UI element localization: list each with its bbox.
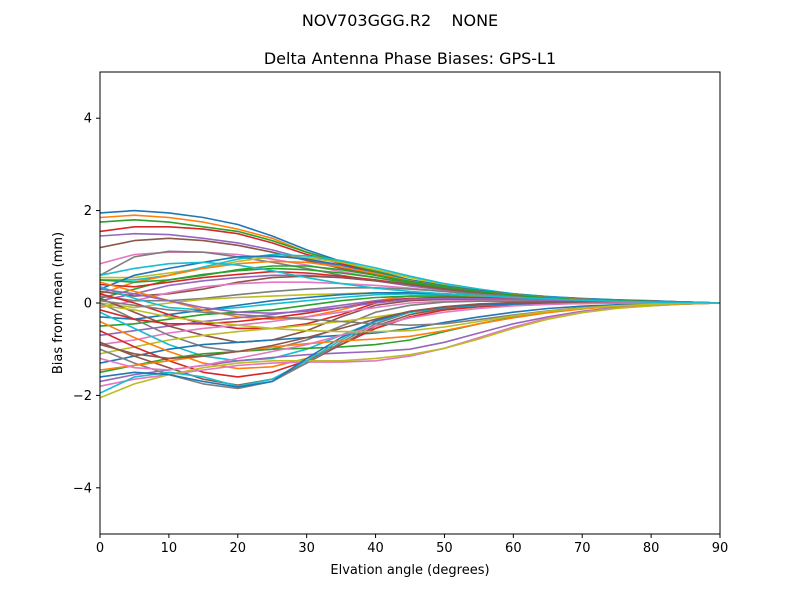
figure-suptitle: NOV703GGG.R2 NONE: [302, 11, 498, 30]
x-tick-label: 30: [298, 541, 315, 556]
x-tick-label: 80: [643, 541, 660, 556]
x-tick-label: 70: [574, 541, 591, 556]
x-tick-label: 10: [161, 541, 178, 556]
series-line-49: [100, 302, 720, 333]
x-tick-label: 90: [712, 541, 729, 556]
x-axis: 0 10 20 30 40 50 60 70 80 90: [96, 534, 728, 556]
y-tick-label: 2: [84, 204, 92, 219]
chart-title: Delta Antenna Phase Biases: GPS-L1: [264, 49, 556, 68]
x-tick-label: 20: [230, 541, 247, 556]
y-tick-label: 4: [84, 112, 92, 127]
x-tick-label: 40: [367, 541, 384, 556]
y-tick-label: 0: [84, 297, 92, 312]
y-axis: −4 −2 0 2 4: [73, 112, 100, 496]
x-axis-label: Elvation angle (degrees): [330, 563, 489, 578]
series-line-47: [100, 302, 720, 371]
series-line-50: [100, 261, 720, 304]
y-tick-label: −2: [73, 389, 92, 404]
x-tick-label: 60: [505, 541, 522, 556]
series-line-39: [100, 302, 720, 399]
y-tick-label: −4: [73, 481, 92, 496]
y-axis-label: Bias from mean (mm): [51, 232, 66, 374]
x-tick-label: 50: [436, 541, 453, 556]
plot-lines: [100, 209, 720, 399]
x-tick-label: 0: [96, 541, 104, 556]
series-line-31: [100, 302, 720, 364]
